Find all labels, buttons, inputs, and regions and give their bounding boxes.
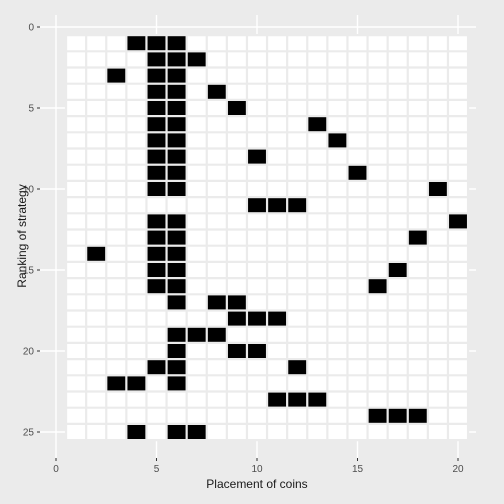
coin-cell-r7-c5 [148,133,166,147]
coin-cell-r6-c5 [148,117,166,131]
coin-cell-r7-c6 [168,133,186,147]
coin-cell-r6-c6 [168,117,186,131]
coin-cell-r22-c4 [127,376,145,390]
coin-cell-r16-c5 [148,279,166,293]
coin-cell-r1-c6 [168,36,186,50]
coin-cell-r9-c6 [168,166,186,180]
coin-cell-r14-c5 [148,247,166,261]
coin-cell-r10-c6 [168,182,186,196]
coin-cell-r12-c20 [449,214,467,228]
coin-cell-r17-c6 [168,295,186,309]
coin-cell-r14-c6 [168,247,186,261]
coin-cell-r21-c5 [148,360,166,374]
y-tick-label: 0 [28,23,34,34]
x-tick-label: 10 [251,464,263,475]
coin-cell-r8-c5 [148,150,166,164]
coin-cell-r7-c14 [328,133,346,147]
coin-cell-r14-c2 [87,247,105,261]
coin-cell-r16-c6 [168,279,186,293]
coin-cell-r9-c15 [349,166,367,180]
coin-cell-r20-c9 [228,344,246,358]
coin-cell-r6-c13 [308,117,326,131]
coin-cell-r1-c5 [148,36,166,50]
coin-cell-r22-c3 [107,376,125,390]
coin-cell-r17-c8 [208,295,226,309]
x-tick-label: 0 [53,464,59,475]
coin-cell-r13-c6 [168,231,186,245]
coin-cell-r11-c12 [288,198,306,212]
coin-cell-r3-c5 [148,69,166,83]
coin-cell-r23-c12 [288,393,306,407]
coin-cell-r3-c6 [168,69,186,83]
coin-cell-r24-c16 [369,409,387,423]
coin-cell-r5-c5 [148,101,166,115]
coin-cell-r1-c4 [127,36,145,50]
coin-cell-r2-c7 [188,52,206,66]
coin-cell-r22-c6 [168,376,186,390]
coin-cell-r25-c4 [127,425,145,439]
coin-cell-r12-c6 [168,214,186,228]
coin-cell-r4-c8 [208,85,226,99]
coin-cell-r2-c6 [168,52,186,66]
coin-cell-r10-c5 [148,182,166,196]
coin-cell-r5-c9 [228,101,246,115]
coin-cell-r3-c3 [107,69,125,83]
coin-cell-r18-c10 [248,312,266,326]
coin-cell-r5-c6 [168,101,186,115]
coin-cell-r10-c19 [429,182,447,196]
coin-cell-r13-c18 [409,231,427,245]
coin-cell-r24-c18 [409,409,427,423]
coin-cell-r21-c6 [168,360,186,374]
y-tick-label: 20 [23,347,35,358]
coin-cell-r8-c6 [168,150,186,164]
coin-cell-r20-c10 [248,344,266,358]
coin-cell-r2-c5 [148,52,166,66]
coin-cell-r23-c11 [268,393,286,407]
coin-cell-r18-c11 [268,312,286,326]
coin-cell-r15-c5 [148,263,166,277]
x-tick-label: 20 [452,464,464,475]
coin-cell-r19-c8 [208,328,226,342]
coin-cell-r8-c10 [248,150,266,164]
coin-cell-r16-c16 [369,279,387,293]
coin-cell-r19-c7 [188,328,206,342]
x-tick-label: 5 [154,464,160,475]
y-tick-label: 25 [23,428,35,439]
coin-cell-r17-c9 [228,295,246,309]
x-tick-label: 15 [352,464,364,475]
coin-cell-r15-c17 [389,263,407,277]
x-axis: 0 5 10 15 20 [53,458,464,475]
x-axis-title: Placement of coins [206,477,307,491]
coin-cell-r12-c5 [148,214,166,228]
y-axis-title: Ranking of strategy [15,184,29,287]
coin-cell-r15-c6 [168,263,186,277]
coin-cell-r24-c17 [389,409,407,423]
coin-cell-r4-c5 [148,85,166,99]
coin-cell-r25-c7 [188,425,206,439]
y-tick-label: 5 [28,104,34,115]
coin-cell-r4-c6 [168,85,186,99]
coin-cell-r18-c9 [228,312,246,326]
coin-cell-r11-c11 [268,198,286,212]
coin-cell-r11-c10 [248,198,266,212]
coin-cell-r19-c6 [168,328,186,342]
coin-cell-r13-c5 [148,231,166,245]
coin-cell-r9-c5 [148,166,166,180]
coin-cell-r25-c6 [168,425,186,439]
coin-cell-r20-c6 [168,344,186,358]
coin-cell-r21-c12 [288,360,306,374]
coin-cell-r23-c13 [308,393,326,407]
